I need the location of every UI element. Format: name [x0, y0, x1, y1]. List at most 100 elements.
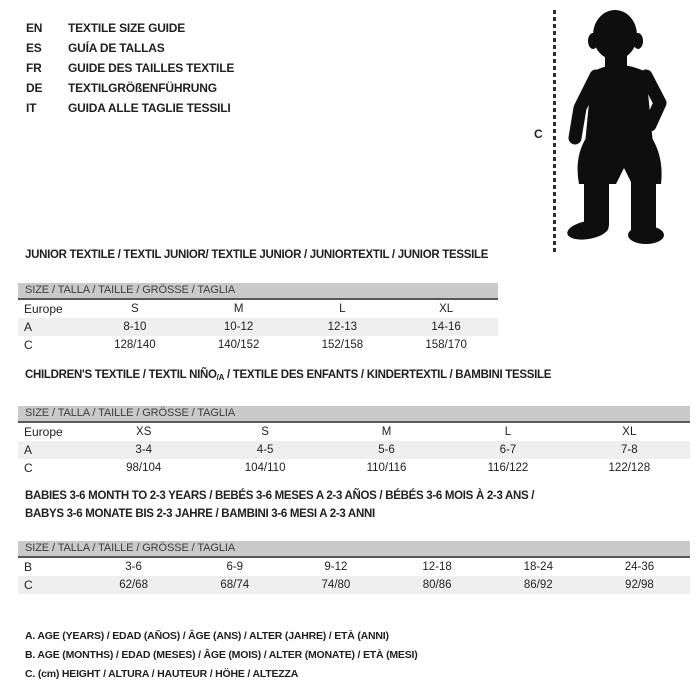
size-cell: 12-18	[422, 561, 452, 573]
table-row: A 3-4 4-5 5-6 6-7 7-8	[18, 441, 690, 459]
baby-silhouette-icon	[567, 10, 667, 244]
row-label: Europe	[24, 302, 63, 316]
table-row: C 98/104 104/110 110/116 116/122 122/128	[18, 459, 690, 477]
title-segment: BABYS 3-6 MONATE BIS 2-3 JAHRE / BAMBINI…	[25, 508, 375, 520]
language-title: GUIDE DES TAILLES TEXTILE	[68, 61, 235, 75]
table-title-line: BABYS 3-6 MONATE BIS 2-3 JAHRE / BAMBINI…	[25, 505, 690, 523]
size-cell: 24-36	[624, 561, 655, 573]
row-label: C	[24, 578, 33, 592]
language-row: IT GUIDA ALLE TAGLIE TESSILI	[26, 98, 234, 118]
table-row: Europe S M L XL	[18, 300, 498, 318]
babies-textile-table: BABIES 3-6 MONTH TO 2-3 YEARS / BEBÉS 3-…	[18, 487, 690, 594]
size-cell: L	[504, 426, 512, 438]
row-label: A	[24, 320, 33, 334]
size-cell: M	[233, 303, 244, 315]
size-cell: 158/170	[425, 339, 467, 351]
size-cell: 3-6	[125, 561, 142, 573]
size-cell: 62/68	[119, 579, 148, 591]
language-list: EN TEXTILE SIZE GUIDE ES GUÍA DE TALLAS FR GU…	[26, 18, 234, 118]
size-cell: 6-9	[226, 561, 244, 573]
table-row: A 8-10 10-12 12-13 14-16	[18, 318, 498, 336]
language-row: DE TEXTILGRÖßENFÜHRUNG	[26, 78, 234, 98]
language-title: TEXTILE SIZE GUIDE	[68, 21, 186, 35]
size-cell: S	[261, 426, 269, 438]
size-cell: L	[339, 303, 346, 315]
size-cell: 98/104	[126, 462, 162, 474]
size-cell: 86/92	[523, 579, 553, 591]
language-code: IT	[26, 101, 37, 115]
size-cell: 92/98	[625, 579, 654, 591]
size-header-band: SIZE / TALLA / TAILLE / GRÖSSE / TAGLIA	[18, 541, 690, 558]
table-row: C 62/68 68/74 74/80 80/86 86/92 92/98	[18, 576, 690, 594]
table-title: BABIES 3-6 MONTH TO 2-3 YEARS / BEBÉS 3-…	[25, 487, 690, 523]
language-title: TEXTILGRÖßENFÜHRUNG	[68, 81, 217, 95]
size-cell: 3-4	[135, 444, 153, 456]
table-rows: B 3-6 6-9 9-12 12-18 18-24 24-36 C 62/68 68/74 74/…	[18, 558, 690, 594]
height-measure-label: C	[534, 127, 543, 141]
size-cell: S	[131, 303, 139, 315]
language-code: ES	[26, 41, 42, 55]
table-title-line: CHILDREN'S TEXTILE / TEXTIL NIÑO/A / TEX…	[25, 366, 690, 387]
table-title: CHILDREN'S TEXTILE / TEXTIL NIÑO/A / TEX…	[25, 366, 690, 387]
size-cell: 152/158	[321, 339, 364, 351]
table-rows: Europe S M L XL A 8-10 10-12 12-13 14-16 C 128/140 1…	[18, 300, 498, 354]
footnote-line: B. AGE (MONTHS) / EDAD (MESES) / ÂGE (MO…	[25, 649, 418, 661]
size-cell: 6-7	[499, 444, 517, 456]
size-cell: XL	[439, 303, 454, 315]
size-cell: 12-13	[327, 321, 358, 333]
footnote-line: C. (cm) HEIGHT / ALTURA / HAUTEUR / HÖHE…	[25, 668, 299, 680]
size-header-band: SIZE / TALLA / TAILLE / GRÖSSE / TAGLIA	[18, 406, 690, 423]
language-row: FR GUIDE DES TAILLES TEXTILE	[26, 58, 234, 78]
table-row: C 128/140 140/152 152/158 158/170	[18, 336, 498, 354]
children-textile-table: CHILDREN'S TEXTILE / TEXTIL NIÑO/A / TEX…	[18, 366, 690, 477]
size-cell: 7-8	[621, 444, 638, 456]
language-code: DE	[26, 81, 43, 95]
language-code: EN	[26, 21, 43, 35]
size-cell: 140/152	[217, 339, 260, 351]
size-cell: 9-12	[324, 561, 348, 573]
size-cell: 68/74	[220, 579, 250, 591]
height-measure-line	[553, 10, 556, 252]
title-segment: CHILDREN'S TEXTILE / TEXTIL NIÑO	[25, 369, 217, 381]
language-code: FR	[26, 61, 42, 75]
size-cell: XL	[622, 426, 637, 438]
table-row: B 3-6 6-9 9-12 12-18 18-24 24-36	[18, 558, 690, 576]
size-cell: 110/116	[366, 462, 407, 474]
size-cell: 8-10	[123, 321, 147, 333]
size-cell: M	[381, 426, 392, 438]
title-segment: JUNIOR TEXTILE / TEXTIL JUNIOR/ TEXTILE …	[25, 249, 489, 261]
size-cell: 116/122	[487, 462, 529, 474]
row-label: B	[24, 560, 33, 574]
row-label: Europe	[24, 425, 63, 439]
row-label: C	[24, 338, 33, 352]
language-row: EN TEXTILE SIZE GUIDE	[26, 18, 234, 38]
title-segment: BABIES 3-6 MONTH TO 2-3 YEARS / BEBÉS 3-…	[25, 490, 535, 502]
size-cell: 80/86	[422, 579, 452, 591]
title-segment: /A	[216, 373, 225, 382]
size-cell: 74/80	[321, 579, 351, 591]
size-header-band: SIZE / TALLA / TAILLE / GRÖSSE / TAGLIA	[18, 283, 498, 300]
table-rows: Europe XS S M L XL A 3-4 4-5 5-6 6-7 7-8 C 98/104 104/…	[18, 423, 690, 477]
table-title: JUNIOR TEXTILE / TEXTIL JUNIOR/ TEXTILE …	[25, 246, 498, 264]
table-row: Europe XS S M L XL	[18, 423, 690, 441]
size-cell: 128/140	[114, 339, 156, 351]
footnote-line: A. AGE (YEARS) / EDAD (AÑOS) / ÂGE (ANS)…	[25, 630, 389, 642]
row-label: A	[24, 443, 33, 457]
language-title: GUIDA ALLE TAGLIE TESSILI	[68, 101, 231, 115]
row-label: C	[24, 461, 33, 475]
size-cell: XS	[136, 426, 152, 438]
table-title-line: BABIES 3-6 MONTH TO 2-3 YEARS / BEBÉS 3-…	[25, 487, 690, 505]
table-title-line: JUNIOR TEXTILE / TEXTIL JUNIOR/ TEXTILE …	[25, 246, 498, 264]
footnotes: A. AGE (YEARS) / EDAD (AÑOS) / ÂGE (ANS)…	[25, 627, 418, 684]
size-cell: 4-5	[256, 444, 274, 456]
size-cell: 104/110	[244, 462, 286, 474]
language-row: ES GUÍA DE TALLAS	[26, 38, 234, 58]
size-cell: 10-12	[223, 321, 254, 333]
size-cell: 14-16	[431, 321, 461, 333]
title-segment: / TEXTILE DES ENFANTS / KINDERTEXTIL / B…	[224, 369, 552, 381]
size-cell: 122/128	[608, 462, 651, 474]
language-title: GUÍA DE TALLAS	[68, 41, 165, 55]
size-cell: 18-24	[523, 561, 553, 573]
size-cell: 5-6	[378, 444, 395, 456]
